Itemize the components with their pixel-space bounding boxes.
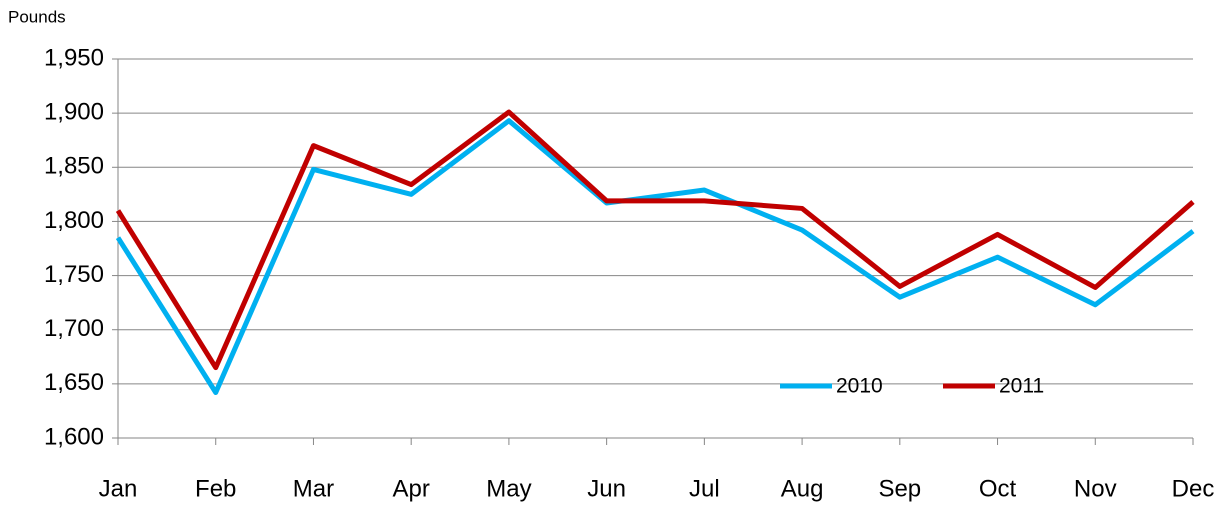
x-tick-label: Aug [781, 475, 824, 502]
x-tick-label: Nov [1074, 475, 1117, 502]
x-tick-label: Feb [195, 475, 236, 502]
x-tick-label: Dec [1172, 475, 1215, 502]
y-tick-label: 1,700 [44, 315, 104, 342]
x-tick-label: May [486, 475, 531, 502]
y-axis-label: Pounds [8, 7, 66, 26]
y-tick-label: 1,750 [44, 261, 104, 288]
legend-label: 2010 [836, 375, 883, 398]
x-tick-label: Apr [393, 475, 430, 502]
y-tick-label: 1,800 [44, 207, 104, 234]
series-line [115, 109, 1195, 371]
series-line [115, 118, 1195, 396]
y-tick-label: 1,850 [44, 153, 104, 180]
x-tick-label: Jan [99, 475, 138, 502]
y-tick-label: 1,600 [44, 423, 104, 450]
x-tick-label: Mar [293, 475, 334, 502]
legend-label: 2011 [999, 375, 1044, 398]
x-tick-label: Jun [587, 475, 626, 502]
y-tick-label: 1,900 [44, 98, 104, 125]
y-tick-label: 1,650 [44, 369, 104, 396]
x-tick-label: Jul [689, 475, 720, 502]
x-tick-label: Sep [878, 475, 921, 502]
y-tick-label: 1,950 [44, 44, 104, 71]
x-tick-label: Oct [979, 475, 1017, 502]
